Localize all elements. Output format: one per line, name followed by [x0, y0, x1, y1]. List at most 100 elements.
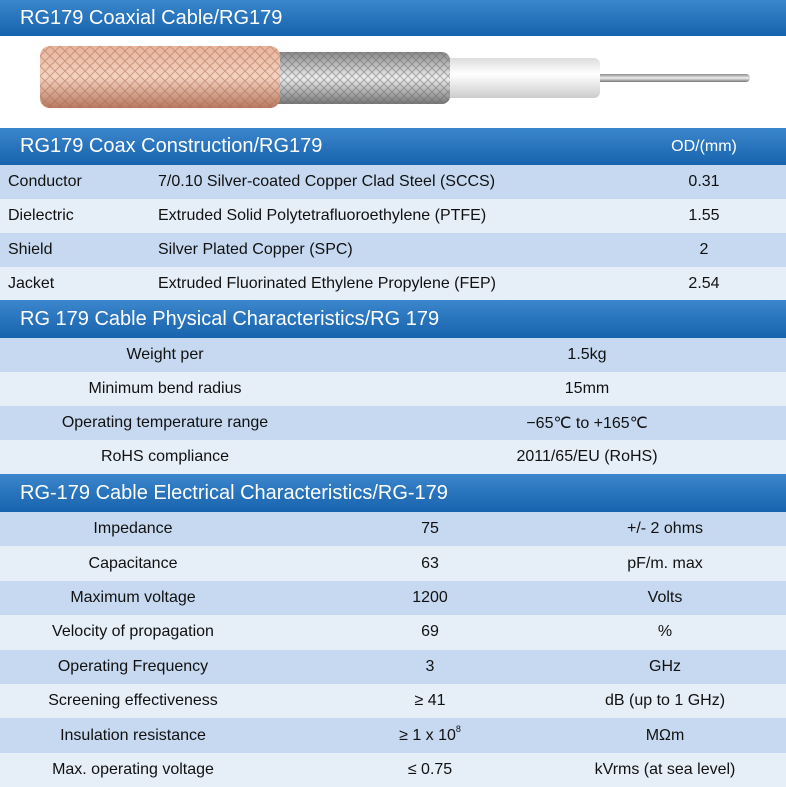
cell-text: Capacitance: [88, 554, 178, 572]
cell: Impedance: [93, 512, 172, 546]
cell: Screening effectiveness: [48, 684, 218, 718]
cell: Dielectric: [8, 199, 74, 233]
cell-text: Impedance: [93, 520, 173, 538]
cell-text: 3: [425, 657, 435, 675]
cell: Conductor: [8, 165, 82, 199]
cell: Silver Plated Copper (SPC): [158, 233, 353, 267]
table-row: Weight per 1.5kg: [0, 338, 786, 372]
cell: 1200: [412, 581, 448, 615]
table-row: Jacket Extruded Fluorinated Ethylene Prop…: [0, 267, 786, 301]
cell: MΩm: [646, 718, 685, 752]
cell-text: 69: [421, 623, 439, 641]
header-bar: RG179 Coaxial Cable/RG179: [0, 0, 786, 36]
table-row: Operating temperature range −65℃ to +165℃: [0, 406, 786, 440]
cell: 2011/65/EU (RoHS): [516, 440, 657, 474]
cell: Minimum bend radius: [89, 372, 242, 406]
cell-text: ≤ 0.75: [407, 760, 453, 778]
cell-text: Velocity of propagation: [52, 623, 214, 641]
cell-text: −65℃ to +165℃: [526, 415, 648, 432]
cell: 2: [700, 233, 709, 267]
cell-text: pF/m. max: [627, 554, 703, 572]
table-row: Maximum voltage 1200 Volts: [0, 580, 786, 616]
cell-text: dB (up to 1 GHz): [604, 692, 726, 710]
cell-text: 2.54: [688, 275, 720, 292]
cell: 1.5kg: [567, 338, 606, 372]
cell: pF/m. max: [627, 546, 703, 580]
cell-text: 7/0.10 Silver-coated Copper Clad Steel (…: [158, 173, 496, 190]
cell: %: [658, 615, 672, 649]
cell: 63: [421, 546, 439, 580]
cell: ≥ 1 x 10 8: [399, 718, 461, 752]
cell-text: Operating temperature range: [61, 414, 269, 431]
cell: Velocity of propagation: [52, 615, 214, 649]
cell: Volts: [648, 581, 683, 615]
cell-text: Insulation resistance: [60, 726, 206, 744]
table-row: Velocity of propagation 69%: [0, 615, 786, 650]
table-row: Screening effectiveness ≥ 41 dB (up to 1 G…: [0, 684, 786, 719]
cell-text: Operating Frequency: [57, 657, 209, 675]
cell-text: kVrms (at sea level): [594, 760, 736, 778]
cell: 3: [426, 650, 435, 684]
column-header: OD/(mm): [671, 137, 737, 155]
cell-text: GHz: [649, 657, 681, 675]
cell: 2.54: [688, 267, 719, 301]
cell: 7/0.10 Silver-coated Copper Clad Steel (…: [158, 165, 495, 199]
cell-text: %: [657, 623, 673, 641]
cell-text: Shield: [8, 241, 53, 258]
cell-text: Minimum bend radius: [88, 380, 242, 397]
section-bar: RG-179 Cable Electrical Characteristics/…: [0, 474, 786, 512]
cell: Maximum voltage: [70, 581, 195, 615]
cell-text: Extruded Solid Polytetrafluoroethylene (…: [158, 207, 487, 224]
cell-text: +/- 2 ohms: [626, 520, 704, 538]
table-row: Max. operating voltage ≤ 0.75 kVrms (at se…: [0, 752, 786, 787]
cell: 69: [421, 615, 439, 649]
cell-text: 2: [699, 241, 709, 258]
section-bar: RG 179 Cable Physical Characteristics/RG…: [0, 300, 786, 338]
table-row: Dielectric Extruded Solid Polytetrafluoro…: [0, 199, 786, 233]
section-title: RG-179 Cable Electrical Characteristics/…: [20, 481, 448, 504]
cell-text: ≥ 41: [414, 692, 446, 710]
table-row: Insulation resistance ≥ 1 x 10 8 MΩm: [0, 718, 786, 753]
cell: Extruded Fluorinated Ethylene Propylene …: [158, 267, 496, 301]
section-title: RG 179 Cable Physical Characteristics/RG…: [20, 307, 440, 330]
cell-text: 1200: [412, 588, 448, 606]
cell-text: Silver Plated Copper (SPC): [158, 241, 353, 258]
cell: Operating temperature range: [62, 406, 268, 440]
cell-text: 0.31: [688, 173, 720, 190]
cell: Max. operating voltage: [52, 753, 214, 787]
cell: 15mm: [565, 372, 609, 406]
cell-text: ≥ 1 x 10: [399, 726, 456, 744]
cell-text: Max. operating voltage: [52, 760, 214, 778]
cell-text: 63: [421, 554, 439, 572]
cell-text: Maximum voltage: [70, 588, 196, 606]
cell-text: 75: [421, 520, 439, 538]
table-row: RoHS compliance 2011/65/EU (RoHS): [0, 440, 786, 474]
section-title: RG179 Coax Construction/RG179: [20, 135, 323, 157]
cell-text: Screening effectiveness: [48, 692, 218, 710]
table-row: Minimum bend radius 15mm: [0, 372, 786, 406]
cell: RoHS compliance: [101, 440, 229, 474]
cell: 1.55: [688, 199, 719, 233]
exponent: 8: [455, 724, 461, 735]
cell: kVrms (at sea level): [595, 753, 736, 787]
cell-text: Conductor: [8, 173, 82, 190]
cell: Jacket: [8, 267, 54, 301]
cell: Weight per: [126, 338, 203, 372]
cell-text: RoHS compliance: [100, 448, 230, 465]
cell: GHz: [649, 650, 681, 684]
cell: Capacitance: [89, 546, 178, 580]
cell-text: Dielectric: [8, 207, 74, 224]
title: RG179 Coaxial Cable/RG179: [20, 6, 283, 29]
cell: Operating Frequency: [58, 650, 208, 684]
cell: ≥ 41: [414, 684, 445, 718]
cell: Shield: [8, 233, 52, 267]
cell: −65℃ to +165℃: [526, 406, 647, 440]
table-row: Capacitance 63 pF/m. max: [0, 546, 786, 581]
cell: dB (up to 1 GHz): [605, 684, 725, 718]
cell: 0.31: [688, 165, 719, 199]
cell: +/- 2 ohms: [627, 512, 703, 546]
table-row: Shield Silver Plated Copper (SPC) 2: [0, 233, 786, 267]
cell-text: 2011/65/EU (RoHS): [516, 448, 658, 465]
table-row: Operating Frequency 3 GHz: [0, 649, 786, 684]
